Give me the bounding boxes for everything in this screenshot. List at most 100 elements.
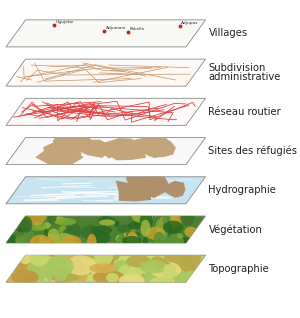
Ellipse shape: [153, 232, 165, 246]
Ellipse shape: [175, 232, 185, 245]
Ellipse shape: [27, 258, 58, 279]
Ellipse shape: [91, 226, 112, 235]
Polygon shape: [151, 143, 169, 158]
Ellipse shape: [23, 216, 40, 229]
Polygon shape: [6, 216, 206, 243]
Ellipse shape: [47, 270, 52, 283]
Ellipse shape: [93, 270, 124, 284]
Ellipse shape: [61, 230, 65, 236]
Ellipse shape: [98, 216, 115, 224]
Ellipse shape: [139, 260, 168, 273]
Ellipse shape: [149, 214, 154, 220]
Ellipse shape: [118, 274, 144, 287]
Ellipse shape: [143, 237, 148, 246]
Text: Pakelle: Pakelle: [130, 27, 145, 31]
Ellipse shape: [184, 250, 201, 264]
Ellipse shape: [179, 259, 205, 271]
Polygon shape: [147, 137, 176, 157]
Polygon shape: [6, 20, 206, 47]
Text: Villages: Villages: [208, 28, 247, 38]
Ellipse shape: [168, 224, 173, 240]
Ellipse shape: [127, 232, 138, 244]
Ellipse shape: [45, 259, 61, 280]
Ellipse shape: [63, 230, 70, 243]
Ellipse shape: [133, 236, 139, 248]
Ellipse shape: [177, 255, 186, 275]
Ellipse shape: [7, 233, 16, 249]
Ellipse shape: [81, 225, 101, 240]
Ellipse shape: [16, 237, 26, 245]
Ellipse shape: [50, 273, 79, 282]
Ellipse shape: [113, 260, 130, 276]
Ellipse shape: [152, 232, 168, 245]
Ellipse shape: [22, 269, 53, 277]
Ellipse shape: [132, 211, 153, 223]
Ellipse shape: [18, 218, 26, 232]
Ellipse shape: [84, 259, 103, 274]
Ellipse shape: [33, 257, 40, 268]
Ellipse shape: [180, 257, 193, 267]
Ellipse shape: [44, 229, 48, 241]
Ellipse shape: [185, 248, 200, 263]
Ellipse shape: [82, 235, 101, 242]
Ellipse shape: [16, 227, 30, 232]
Polygon shape: [51, 146, 69, 172]
Ellipse shape: [54, 272, 67, 281]
Ellipse shape: [126, 232, 141, 238]
Ellipse shape: [89, 263, 117, 273]
Ellipse shape: [140, 212, 153, 229]
Ellipse shape: [169, 211, 177, 229]
Ellipse shape: [127, 235, 139, 241]
Polygon shape: [35, 147, 84, 165]
Ellipse shape: [171, 215, 183, 226]
Ellipse shape: [66, 254, 75, 265]
Ellipse shape: [165, 231, 172, 248]
Ellipse shape: [48, 211, 57, 224]
Ellipse shape: [164, 251, 185, 269]
Ellipse shape: [30, 235, 51, 250]
Ellipse shape: [158, 260, 182, 273]
Polygon shape: [6, 255, 206, 282]
Ellipse shape: [98, 251, 119, 262]
Ellipse shape: [23, 230, 35, 246]
Ellipse shape: [163, 221, 183, 234]
Ellipse shape: [36, 235, 52, 250]
Ellipse shape: [122, 236, 142, 245]
Ellipse shape: [11, 270, 39, 285]
Ellipse shape: [103, 209, 106, 228]
Ellipse shape: [35, 221, 51, 229]
Ellipse shape: [67, 263, 83, 278]
Polygon shape: [6, 177, 206, 204]
Ellipse shape: [140, 220, 150, 237]
Ellipse shape: [33, 254, 56, 266]
Ellipse shape: [84, 251, 94, 260]
Ellipse shape: [180, 271, 199, 281]
Ellipse shape: [177, 233, 183, 238]
Ellipse shape: [159, 217, 168, 229]
Ellipse shape: [29, 246, 50, 266]
Ellipse shape: [87, 234, 97, 252]
Ellipse shape: [52, 267, 67, 282]
Ellipse shape: [61, 235, 81, 249]
Ellipse shape: [172, 265, 204, 285]
Ellipse shape: [41, 213, 46, 222]
Ellipse shape: [149, 262, 181, 278]
Ellipse shape: [16, 270, 44, 292]
Ellipse shape: [168, 233, 184, 252]
Ellipse shape: [40, 213, 45, 227]
Polygon shape: [132, 136, 172, 157]
Text: Adjumani: Adjumani: [106, 26, 126, 30]
Ellipse shape: [118, 265, 131, 282]
Ellipse shape: [117, 233, 133, 249]
Ellipse shape: [99, 219, 115, 225]
Ellipse shape: [62, 227, 81, 242]
Polygon shape: [126, 167, 172, 191]
Polygon shape: [43, 140, 82, 163]
Ellipse shape: [162, 224, 171, 241]
Polygon shape: [162, 181, 185, 198]
Ellipse shape: [127, 237, 136, 245]
Ellipse shape: [26, 208, 46, 225]
Ellipse shape: [46, 255, 74, 277]
Ellipse shape: [163, 264, 177, 279]
Ellipse shape: [91, 232, 110, 244]
